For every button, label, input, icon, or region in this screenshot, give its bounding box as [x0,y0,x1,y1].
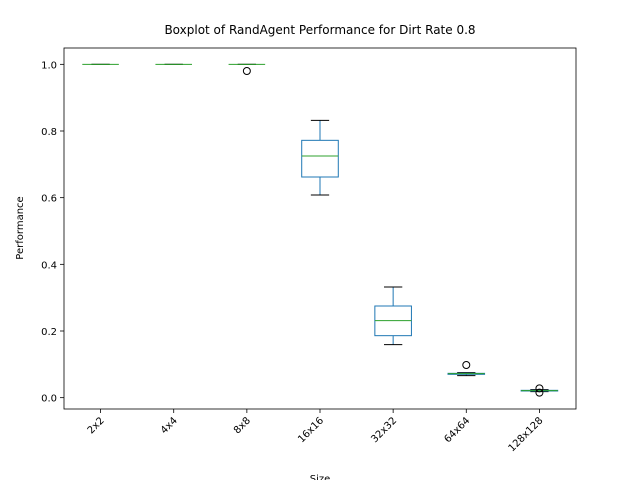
y-tick-label: 0.4 [41,260,57,271]
x-axis-label: Size [310,474,331,480]
y-tick-label: 0.8 [41,127,57,138]
flier [242,67,251,75]
y-tick-label: 0.2 [41,327,57,338]
y-tick-label: 1.0 [41,60,57,71]
flier [535,388,544,397]
flier [535,384,544,393]
plot-frame [63,47,577,410]
box [301,139,339,178]
chart-title: Boxplot of RandAgent Performance for Dir… [164,23,475,37]
y-tick-label: 0.6 [41,194,57,205]
y-axis-label: Performance [15,196,26,259]
flier [462,361,471,369]
y-tick-label: 0.0 [41,394,57,405]
